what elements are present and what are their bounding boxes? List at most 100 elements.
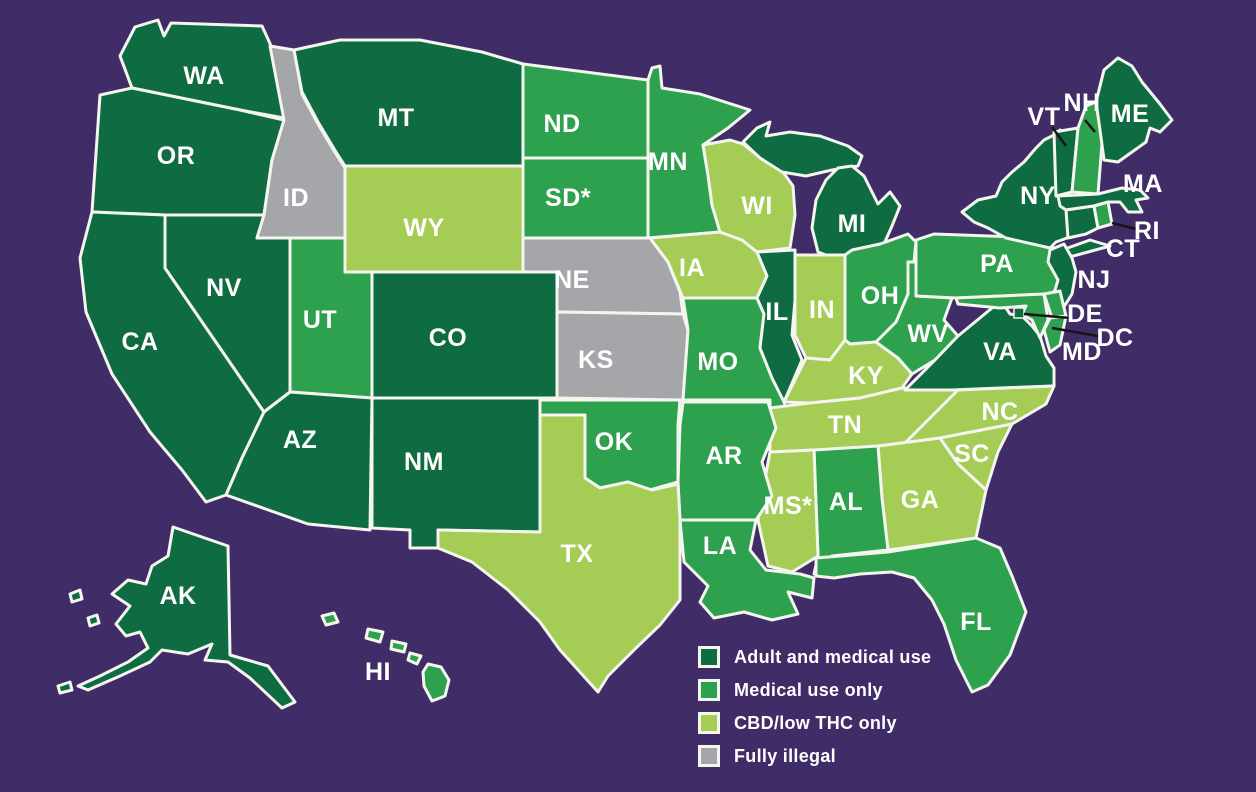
state-label-VT: VT	[1028, 103, 1061, 131]
state-shape-LA	[678, 518, 816, 622]
state-FL	[814, 536, 1028, 694]
state-label-NV: NV	[206, 274, 242, 302]
legend: Adult and medical use Medical use only C…	[698, 646, 931, 767]
state-label-DE: DE	[1067, 300, 1103, 328]
state-label-CT: CT	[1106, 235, 1140, 263]
legend-row-cbd: CBD/low THC only	[698, 712, 931, 734]
state-shape-HI	[389, 639, 408, 654]
state-shape-FL	[814, 536, 1028, 694]
state-CT	[1064, 204, 1100, 240]
state-shape-CT	[1064, 204, 1100, 240]
state-shape-AK	[86, 613, 101, 628]
state-label-OK: OK	[595, 428, 634, 456]
state-shape-HI	[421, 662, 451, 703]
state-label-NM: NM	[404, 448, 444, 476]
state-label-VA: VA	[983, 338, 1017, 366]
state-label-HI: HI	[365, 658, 391, 686]
state-label-MD: MD	[1062, 338, 1102, 366]
state-label-KY: KY	[848, 362, 884, 390]
state-ND	[521, 62, 650, 160]
state-label-SD: SD*	[545, 184, 591, 212]
state-label-AZ: AZ	[283, 426, 317, 454]
state-shape-HI	[364, 627, 385, 644]
state-label-MI: MI	[838, 210, 867, 238]
state-label-LA: LA	[703, 532, 737, 560]
callout-line	[1050, 126, 1068, 147]
state-label-TN: TN	[828, 411, 862, 439]
state-RI	[1092, 200, 1114, 230]
state-label-UT: UT	[303, 306, 337, 334]
state-label-RI: RI	[1134, 217, 1160, 245]
state-label-PA: PA	[980, 250, 1014, 278]
state-label-MS: MS*	[764, 492, 813, 520]
legend-row-medical: Medical use only	[698, 679, 931, 701]
state-label-SC: SC	[954, 440, 990, 468]
state-label-FL: FL	[960, 608, 992, 636]
legend-label-cbd: CBD/low THC only	[734, 713, 897, 733]
callout-line	[1051, 326, 1099, 338]
state-label-TX: TX	[561, 540, 594, 568]
state-label-OR: OR	[157, 142, 196, 170]
state-label-MA: MA	[1123, 170, 1163, 198]
state-label-OH: OH	[861, 282, 900, 310]
state-label-NE: NE	[554, 266, 590, 294]
callout-line	[1084, 119, 1096, 133]
state-shape-DC	[1013, 307, 1025, 319]
legend-row-illegal: Fully illegal	[698, 745, 931, 767]
legend-label-illegal: Fully illegal	[734, 746, 836, 766]
state-ME	[1094, 56, 1174, 164]
state-label-ID: ID	[283, 184, 309, 212]
callout-line	[1111, 221, 1137, 231]
state-shape-ME	[1094, 56, 1174, 164]
callout-line	[1023, 312, 1071, 320]
state-shape-ND	[521, 62, 650, 160]
state-KS	[555, 310, 690, 402]
state-shape-HI	[320, 611, 340, 627]
legend-swatch-medical	[698, 679, 720, 701]
state-label-MO: MO	[697, 348, 738, 376]
legend-label-medical: Medical use only	[734, 680, 883, 700]
state-shape-MD	[954, 292, 1050, 340]
state-AK	[56, 525, 297, 710]
state-label-WV: WV	[907, 320, 948, 348]
state-label-NY: NY	[1020, 182, 1056, 210]
state-TX	[436, 413, 682, 694]
state-LA	[678, 518, 816, 622]
state-label-ME: ME	[1111, 100, 1150, 128]
state-label-AR: AR	[705, 442, 742, 470]
state-shape-AK	[68, 588, 84, 604]
legend-swatch-adult-medical	[698, 646, 720, 668]
state-label-CA: CA	[121, 328, 158, 356]
state-MD	[954, 292, 1068, 354]
state-label-AL: AL	[829, 488, 863, 516]
state-MI	[741, 120, 902, 258]
state-label-GA: GA	[901, 486, 940, 514]
legend-swatch-illegal	[698, 745, 720, 767]
state-label-MN: MN	[648, 148, 688, 176]
state-shape-MI	[741, 120, 864, 178]
state-label-AK: AK	[159, 582, 196, 610]
state-shape-AK	[76, 525, 297, 710]
state-shape-TX	[436, 413, 682, 694]
state-shape-HI	[406, 651, 423, 666]
legend-row-adult-medical: Adult and medical use	[698, 646, 931, 668]
legend-label-adult-medical: Adult and medical use	[734, 647, 932, 667]
state-shape-RI	[1092, 200, 1114, 230]
state-shape-AK	[56, 680, 74, 695]
state-DC	[1013, 307, 1025, 319]
state-HI	[320, 611, 451, 703]
state-label-WA: WA	[183, 62, 224, 90]
state-label-CO: CO	[429, 324, 468, 352]
state-label-WY: WY	[403, 214, 444, 242]
state-NM	[370, 396, 542, 550]
state-label-IN: IN	[809, 296, 835, 324]
state-shape-KS	[555, 310, 690, 402]
state-shape-NM	[370, 396, 542, 550]
state-label-DC: DC	[1096, 324, 1133, 352]
state-label-KS: KS	[578, 346, 614, 374]
state-label-MT: MT	[377, 104, 414, 132]
state-label-IA: IA	[679, 254, 705, 282]
legend-swatch-cbd	[698, 712, 720, 734]
